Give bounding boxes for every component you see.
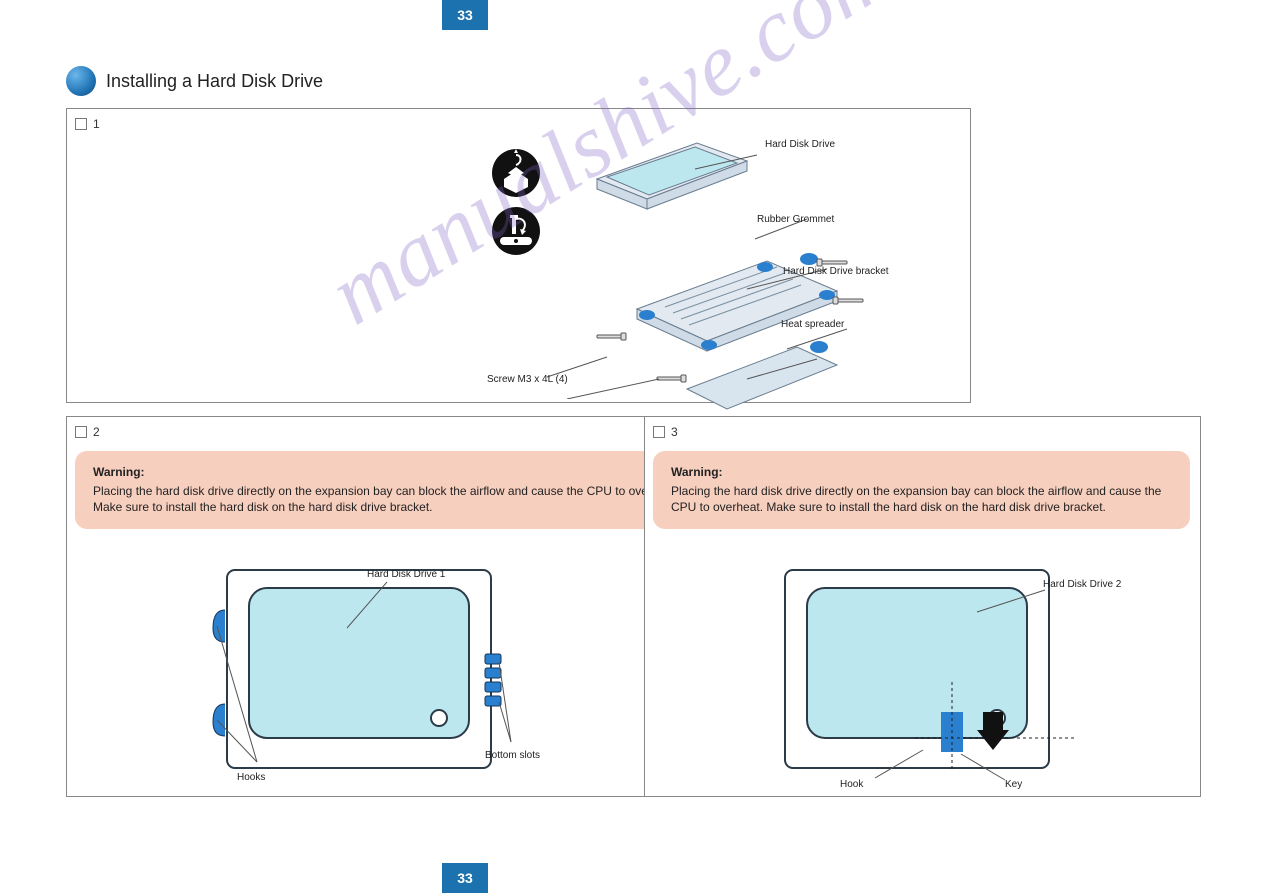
bullet-icon bbox=[66, 66, 96, 96]
chassis-diagram bbox=[745, 562, 1085, 784]
anno-hdd2: Hard Disk Drive 2 bbox=[1043, 579, 1121, 590]
heading-text: Installing a Hard Disk Drive bbox=[106, 71, 323, 92]
step-indicator: 2 bbox=[75, 425, 100, 439]
page-number-bottom: 33 bbox=[442, 863, 488, 893]
step-number: 1 bbox=[93, 117, 100, 131]
unpack-icon bbox=[492, 149, 540, 197]
callout-grommet: Rubber Grommet bbox=[757, 214, 834, 225]
chassis-diagram bbox=[187, 562, 527, 784]
anno-hooks: Hooks bbox=[237, 772, 265, 783]
warning-body: Placing the hard disk drive directly on … bbox=[671, 483, 1172, 515]
section-heading: Installing a Hard Disk Drive bbox=[66, 66, 323, 96]
diagram-exploded bbox=[427, 139, 897, 379]
panel-step-1: 1 bbox=[66, 108, 971, 403]
warning-body: Placing the hard disk drive directly on … bbox=[93, 483, 691, 515]
anno-slots: Bottom slots bbox=[485, 750, 540, 761]
step-indicator: 3 bbox=[653, 425, 678, 439]
panel-step-2: 2 Warning: Placing the hard disk drive d… bbox=[66, 416, 645, 797]
callout-bracket: Hard Disk Drive bracket bbox=[783, 266, 889, 277]
page-number-top: 33 bbox=[442, 0, 488, 30]
warning-title: Warning: bbox=[93, 465, 691, 479]
square-icon bbox=[75, 426, 87, 438]
callout-heat: Heat spreader bbox=[781, 319, 844, 330]
anno-key: Key bbox=[1005, 779, 1022, 790]
warning-title: Warning: bbox=[671, 465, 1172, 479]
callout-hdd: Hard Disk Drive bbox=[765, 139, 835, 150]
panel-step-3: 3 Warning: Placing the hard disk drive d… bbox=[644, 416, 1201, 797]
warning-box: Warning: Placing the hard disk drive dir… bbox=[653, 451, 1190, 529]
step-number: 3 bbox=[671, 425, 678, 439]
anno-hook: Hook bbox=[840, 779, 863, 790]
step-indicator: 1 bbox=[75, 117, 100, 131]
square-icon bbox=[75, 118, 87, 130]
hdd-illustration bbox=[587, 139, 757, 219]
square-icon bbox=[653, 426, 665, 438]
callout-screw: Screw M3 x 4L (4) bbox=[487, 374, 568, 385]
anno-hdd1: Hard Disk Drive 1 bbox=[367, 569, 445, 580]
warning-box: Warning: Placing the hard disk drive dir… bbox=[75, 451, 709, 529]
step-number: 2 bbox=[93, 425, 100, 439]
assemble-icon bbox=[492, 207, 540, 255]
